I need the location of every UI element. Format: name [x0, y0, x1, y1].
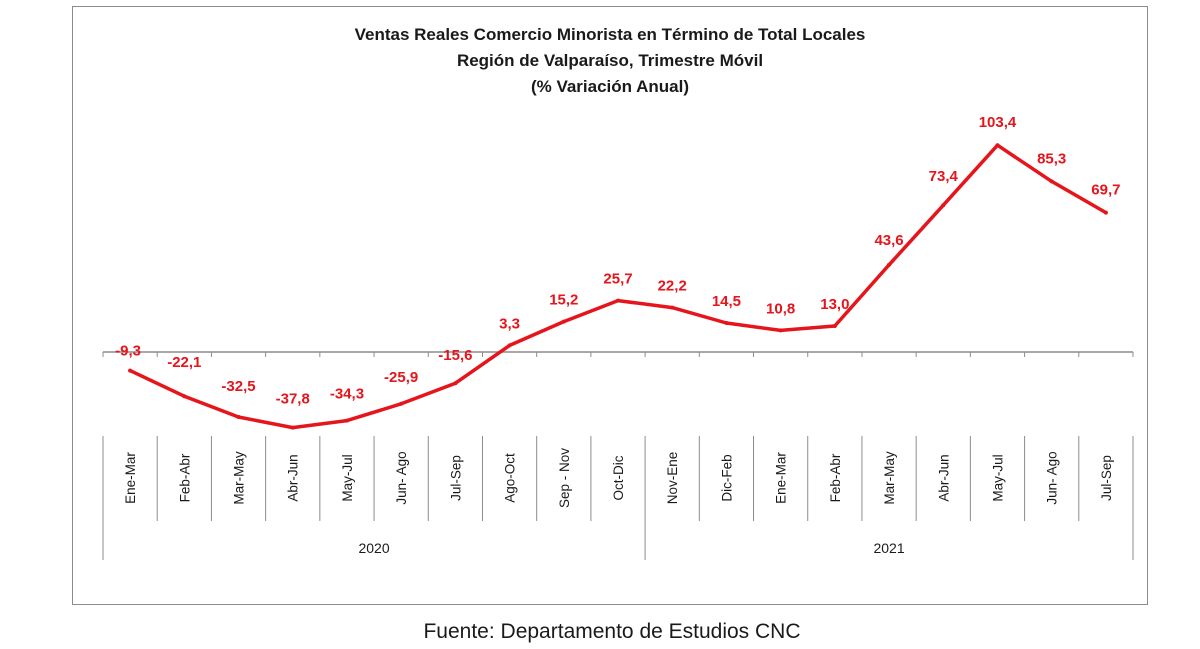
data-label: 103,4	[979, 114, 1017, 131]
category-label: Jul-Sep	[1099, 455, 1114, 501]
data-point	[616, 298, 620, 303]
category-label: Ene-Mar	[123, 452, 138, 504]
data-label: -32,5	[221, 378, 255, 395]
data-point	[128, 368, 133, 373]
year-label: 2020	[358, 540, 389, 556]
data-point	[182, 394, 187, 399]
chart-subtitle: Región de Valparaíso, Trimestre Móvil	[457, 51, 763, 70]
data-label: 13,0	[820, 296, 849, 313]
category-label: Feb-Abr	[828, 453, 843, 502]
category-label: Dic-Feb	[719, 454, 734, 501]
chart-frame	[72, 6, 1148, 605]
data-label: 73,4	[929, 168, 959, 185]
category-label: Ene-Mar	[774, 452, 789, 504]
chart-title: Ventas Reales Comercio Minorista en Térm…	[355, 25, 866, 44]
data-label: 22,2	[658, 278, 687, 295]
data-point	[1049, 179, 1054, 184]
data-point	[778, 328, 783, 333]
data-label: -25,9	[384, 369, 418, 386]
data-point	[561, 319, 566, 324]
data-point	[507, 343, 512, 348]
data-label: 69,7	[1091, 182, 1120, 199]
data-point	[399, 401, 404, 406]
category-label: Feb-Abr	[177, 453, 192, 502]
category-label: May-Jul	[340, 454, 355, 501]
data-point	[453, 381, 458, 386]
data-label: 3,3	[499, 315, 520, 332]
data-point	[236, 415, 241, 419]
category-label: Ago-Oct	[503, 453, 518, 503]
data-point	[670, 305, 675, 310]
data-label: -37,8	[276, 391, 310, 408]
category-label: Jul-Sep	[448, 455, 463, 501]
source-note: Fuente: Departamento de Estudios CNC	[423, 620, 800, 643]
category-label: Abr-Jun	[936, 454, 951, 501]
data-label: -9,3	[115, 343, 141, 360]
data-point	[941, 203, 946, 208]
data-label: 85,3	[1037, 150, 1066, 167]
data-label: 10,8	[766, 300, 795, 317]
category-label: Abr-Jun	[286, 454, 301, 501]
data-label: -15,6	[438, 347, 472, 364]
category-label: Jun- Ago	[1045, 451, 1060, 504]
category-label: Jun- Ago	[394, 451, 409, 504]
data-point	[290, 425, 295, 430]
data-point	[887, 262, 892, 267]
data-point	[832, 324, 837, 328]
category-label: Mar-May	[232, 451, 247, 504]
year-label: 2021	[873, 540, 904, 556]
category-label: May-Jul	[990, 454, 1005, 501]
data-label: 25,7	[603, 271, 632, 288]
data-point	[724, 321, 729, 325]
category-label: Sep - Nov	[557, 448, 572, 508]
data-label: -22,1	[167, 354, 201, 371]
chart-subtitle-unit: (% Variación Anual)	[531, 77, 689, 96]
data-label: 14,5	[712, 293, 741, 310]
category-label: Nov-Ene	[665, 452, 680, 505]
data-point	[344, 418, 349, 423]
data-label: -34,3	[330, 386, 364, 403]
category-label: Oct-Dic	[611, 455, 626, 500]
category-label: Mar-May	[882, 451, 897, 504]
data-point	[1103, 210, 1108, 215]
data-point	[995, 143, 1000, 148]
data-label: 43,6	[874, 232, 903, 249]
data-label: 15,2	[549, 292, 578, 309]
